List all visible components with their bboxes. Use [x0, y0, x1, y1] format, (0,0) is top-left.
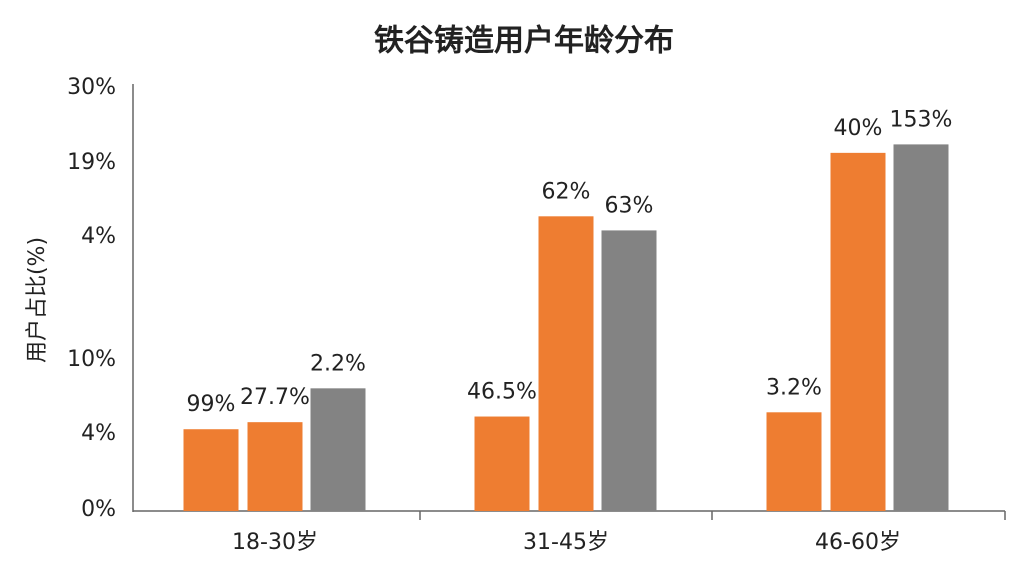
bar — [538, 216, 594, 511]
bar — [247, 422, 303, 511]
bar — [601, 230, 657, 511]
x-tick-label: 46-60岁 — [815, 530, 901, 555]
bar — [766, 412, 822, 511]
bar-annotation: 153% — [890, 107, 953, 132]
y-axis-title: 用户占比(%) — [25, 237, 50, 363]
bar-annotation: 62% — [542, 179, 591, 204]
bar-annotation: 46.5% — [467, 380, 537, 405]
chart-title: 铁谷铸造用户年龄分布 — [374, 24, 674, 59]
y-axis-text: 19% — [67, 150, 116, 175]
bar-annotation: 27.7% — [240, 385, 310, 410]
bar-annotation: 2.2% — [310, 351, 366, 376]
y-axis-text: 30% — [67, 75, 116, 100]
bar — [183, 429, 239, 511]
bar — [830, 152, 886, 512]
bar-annotation: 3.2% — [766, 375, 822, 400]
x-tick-label: 31-45岁 — [523, 530, 609, 555]
bar-annotation: 63% — [605, 193, 654, 218]
bar — [310, 388, 366, 511]
bar — [893, 144, 949, 511]
y-axis-text: 10% — [67, 347, 116, 372]
y-axis-text: 4% — [81, 224, 116, 249]
y-axis-text: 4% — [81, 421, 116, 446]
bar — [474, 416, 530, 511]
x-tick-label: 18-30岁 — [232, 530, 318, 555]
bar-annotation: 40% — [834, 116, 883, 141]
bar-annotation: 99% — [187, 392, 236, 417]
y-axis-text: 0% — [81, 497, 116, 522]
